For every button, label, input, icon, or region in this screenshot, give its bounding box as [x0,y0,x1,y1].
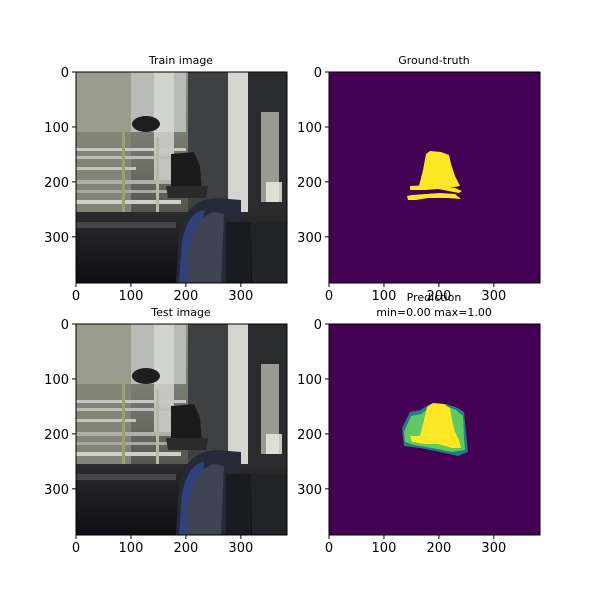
y-tick-label: 0 [314,66,322,81]
x-tick-label: 200 [426,541,451,556]
train-image-x-axis: 0 100 200 300 [72,283,253,304]
x-tick-label: 0 [325,289,333,304]
y-tick-label: 200 [44,176,69,191]
y-tick-label: 300 [297,483,322,498]
ground-truth-title: Ground-truth [398,54,470,67]
y-tick-label: 200 [297,428,322,443]
test-image-x-axis: 0 100 200 300 [72,535,253,556]
train-image-photo [76,72,287,283]
y-tick-label: 300 [297,231,322,246]
prediction-title: Prediction [407,291,462,304]
train-image-title: Train image [148,54,213,67]
train-image-panel: Train image 0 100 200 300 0 100 200 300 [44,54,287,304]
x-tick-label: 300 [481,289,506,304]
y-tick-label: 300 [44,231,69,246]
x-tick-label: 0 [72,289,80,304]
test-image-title: Test image [150,306,211,319]
train-image-y-axis: 0 100 200 300 [44,66,76,246]
x-tick-label: 100 [372,541,397,556]
x-tick-label: 100 [119,541,144,556]
y-tick-label: 200 [297,176,322,191]
x-tick-label: 0 [72,541,80,556]
ground-truth-y-axis: 0 100 200 300 [297,66,329,246]
prediction-y-axis: 0 100 200 300 [297,318,329,498]
y-tick-label: 0 [314,318,322,333]
prediction-subtitle: min=0.00 max=1.00 [376,306,492,319]
prediction-panel: Prediction min=0.00 max=1.00 0 100 200 300 … [297,291,540,556]
ground-truth-panel: Ground-truth 0 100 200 300 0 100 200 300 [297,54,540,304]
y-tick-label: 300 [44,483,69,498]
x-tick-label: 0 [325,541,333,556]
y-tick-label: 100 [297,121,322,136]
y-tick-label: 0 [61,318,69,333]
x-tick-label: 200 [173,541,198,556]
x-tick-label: 100 [372,289,397,304]
test-image-panel: Test image 0 100 200 300 0 100 200 300 [44,306,287,556]
x-tick-label: 200 [173,289,198,304]
y-tick-label: 100 [297,373,322,388]
y-tick-label: 100 [44,121,69,136]
y-tick-label: 200 [44,428,69,443]
x-tick-label: 300 [228,289,253,304]
x-tick-label: 100 [119,289,144,304]
x-tick-label: 300 [481,541,506,556]
prediction-x-axis: 0 100 200 300 [325,535,506,556]
test-image-photo [76,324,287,535]
y-tick-label: 0 [61,66,69,81]
test-image-y-axis: 0 100 200 300 [44,318,76,498]
x-tick-label: 300 [228,541,253,556]
y-tick-label: 100 [44,373,69,388]
